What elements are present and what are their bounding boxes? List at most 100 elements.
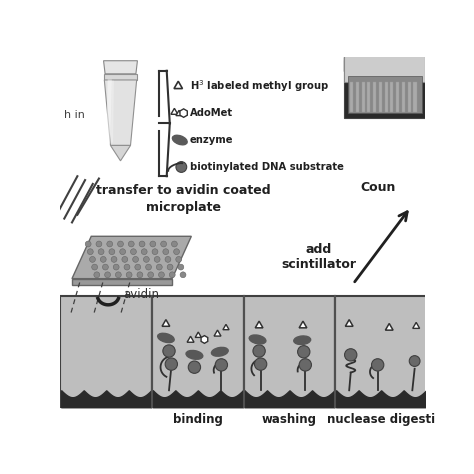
Ellipse shape xyxy=(158,333,174,343)
Circle shape xyxy=(345,349,357,361)
Circle shape xyxy=(105,272,110,278)
Circle shape xyxy=(167,264,173,270)
Bar xyxy=(152,296,244,407)
Polygon shape xyxy=(223,324,229,330)
Circle shape xyxy=(169,272,175,278)
Polygon shape xyxy=(110,146,130,161)
Circle shape xyxy=(120,249,126,255)
Circle shape xyxy=(130,249,137,255)
Text: AdoMet: AdoMet xyxy=(190,108,233,118)
Circle shape xyxy=(176,162,187,173)
Bar xyxy=(61,296,152,407)
Circle shape xyxy=(299,359,311,371)
Circle shape xyxy=(154,256,160,262)
Ellipse shape xyxy=(249,335,266,344)
Circle shape xyxy=(109,249,115,255)
Circle shape xyxy=(172,241,177,247)
Circle shape xyxy=(118,241,123,247)
Bar xyxy=(373,82,376,112)
Circle shape xyxy=(94,272,100,278)
Circle shape xyxy=(156,264,162,270)
Circle shape xyxy=(126,272,132,278)
Circle shape xyxy=(141,249,147,255)
Bar xyxy=(335,296,427,407)
Circle shape xyxy=(135,264,141,270)
Bar xyxy=(344,57,425,71)
Text: transfer to avidin coated
microplate: transfer to avidin coated microplate xyxy=(96,184,271,214)
Circle shape xyxy=(409,356,420,366)
Polygon shape xyxy=(104,80,137,146)
Circle shape xyxy=(176,256,182,262)
Ellipse shape xyxy=(294,336,310,345)
Circle shape xyxy=(122,256,128,262)
Circle shape xyxy=(165,256,171,262)
Circle shape xyxy=(100,256,106,262)
Circle shape xyxy=(90,256,95,262)
Circle shape xyxy=(137,272,143,278)
Bar xyxy=(367,82,370,112)
Polygon shape xyxy=(162,319,170,326)
Circle shape xyxy=(163,249,169,255)
Ellipse shape xyxy=(186,350,203,359)
Bar xyxy=(384,82,388,112)
Circle shape xyxy=(128,241,134,247)
Bar xyxy=(350,82,353,112)
Ellipse shape xyxy=(211,347,228,356)
Circle shape xyxy=(298,346,310,358)
Circle shape xyxy=(188,361,201,374)
Polygon shape xyxy=(103,61,137,74)
Circle shape xyxy=(178,264,184,270)
Text: H$^3$ labeled methyl group: H$^3$ labeled methyl group xyxy=(190,78,329,94)
Polygon shape xyxy=(72,237,191,279)
Polygon shape xyxy=(385,323,393,330)
Circle shape xyxy=(96,241,102,247)
Polygon shape xyxy=(104,74,137,80)
Polygon shape xyxy=(195,332,201,337)
Circle shape xyxy=(113,264,119,270)
Circle shape xyxy=(148,272,154,278)
Bar xyxy=(344,60,425,71)
Circle shape xyxy=(111,256,117,262)
Polygon shape xyxy=(214,330,221,336)
Circle shape xyxy=(85,241,91,247)
Bar xyxy=(413,82,417,112)
Circle shape xyxy=(165,358,177,370)
Polygon shape xyxy=(346,319,353,326)
Bar xyxy=(347,76,421,113)
Circle shape xyxy=(144,256,149,262)
Circle shape xyxy=(163,345,175,357)
Circle shape xyxy=(180,272,186,278)
Text: nuclease digesti: nuclease digesti xyxy=(327,413,435,427)
Circle shape xyxy=(107,241,113,247)
Polygon shape xyxy=(171,109,178,114)
Bar xyxy=(362,82,365,112)
Circle shape xyxy=(146,264,152,270)
Circle shape xyxy=(87,249,93,255)
Polygon shape xyxy=(72,279,172,285)
Circle shape xyxy=(152,249,158,255)
Polygon shape xyxy=(176,110,182,116)
Circle shape xyxy=(150,241,156,247)
Circle shape xyxy=(215,359,228,371)
Text: h in: h in xyxy=(64,109,85,119)
Circle shape xyxy=(98,249,104,255)
Bar xyxy=(244,296,335,407)
Circle shape xyxy=(133,256,138,262)
Bar xyxy=(344,71,425,118)
Circle shape xyxy=(139,241,145,247)
Circle shape xyxy=(253,345,265,357)
Circle shape xyxy=(372,359,384,371)
Text: binding: binding xyxy=(173,413,223,427)
Circle shape xyxy=(255,358,267,370)
Polygon shape xyxy=(187,336,194,342)
Circle shape xyxy=(102,264,109,270)
Bar xyxy=(408,82,411,112)
Circle shape xyxy=(115,272,121,278)
Text: washing: washing xyxy=(262,413,317,427)
Circle shape xyxy=(173,249,180,255)
Ellipse shape xyxy=(173,135,187,145)
Bar xyxy=(379,82,382,112)
Polygon shape xyxy=(299,321,307,328)
Circle shape xyxy=(91,264,98,270)
Bar xyxy=(396,82,399,112)
